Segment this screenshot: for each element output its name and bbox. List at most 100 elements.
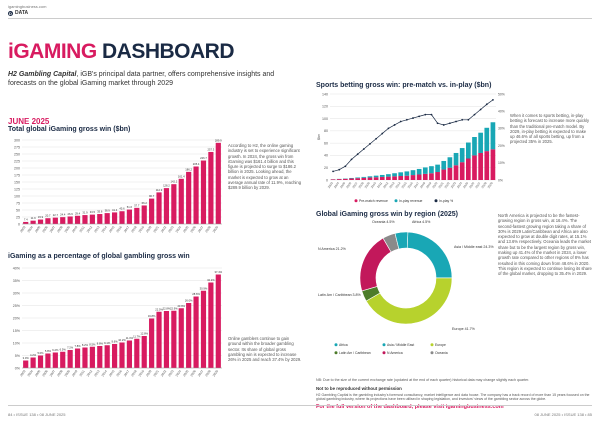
bar (126, 209, 132, 224)
line-point (387, 127, 390, 130)
gross-win-title: Total global iGaming gross win ($bn) (8, 126, 131, 133)
y-tick-label: 40% (13, 266, 21, 270)
bar (156, 311, 162, 368)
data-label: 9.1% (104, 341, 111, 345)
y-tick-label: 100 (14, 194, 20, 198)
y-tick-label: 100 (322, 117, 328, 121)
data-label: 22.5% (155, 307, 163, 311)
bar (119, 211, 125, 224)
bar-pre-match (422, 173, 428, 180)
x-tick-label: 2025 (182, 225, 189, 233)
data-label: 22.8% (163, 307, 171, 311)
bar (156, 192, 162, 224)
legend-label: Oceania (435, 351, 448, 355)
bar (112, 212, 118, 224)
data-label: 289.9 (215, 138, 222, 142)
bar (178, 178, 184, 224)
intro-rest: , iGB's principal data partner, offers c… (8, 71, 275, 87)
data-label: 11.7% (133, 334, 141, 338)
x-tick-label: 2028 (204, 369, 211, 377)
full-version-link[interactable]: For the full version of the dashboard, p… (316, 404, 504, 410)
not-reproduced: Not to be reproduced without permission (316, 386, 402, 391)
x-tick-label: 2029 (212, 369, 219, 377)
x-tick-label: 2020 (145, 225, 152, 233)
legend-label: Pre-match revenue (359, 199, 388, 203)
line-point (448, 122, 451, 125)
bar (171, 310, 177, 368)
y-tick-label: 50 (16, 208, 20, 212)
bar-pre-match (435, 172, 440, 180)
bar-pre-match (349, 178, 354, 180)
x-tick-label: 2027 (197, 225, 204, 233)
bar (104, 213, 110, 224)
x-tick-label: 2027 (474, 181, 481, 189)
bar (37, 355, 44, 368)
bar-in-play (441, 160, 447, 170)
x-tick-label: 2003 (19, 369, 26, 377)
x-tick-label: 2021 (153, 369, 160, 377)
x-tick-label: 2009 (364, 181, 371, 189)
y-tick-label: 0 (326, 178, 328, 182)
y-tick-label: 5% (15, 354, 21, 358)
line-point (369, 142, 371, 145)
data-label: 45.6 (119, 207, 125, 211)
data-label: 4.2% (30, 353, 37, 357)
bar-in-play (379, 174, 385, 177)
bar (208, 151, 214, 224)
data-label: 26.9 (68, 212, 74, 216)
y2-tick-label: 50% (498, 92, 505, 96)
bar-pre-match (398, 176, 404, 180)
x-tick-label: 2014 (101, 225, 108, 233)
line-point (473, 113, 476, 116)
bar-pre-match (386, 176, 391, 180)
y2-tick-label: 40% (498, 110, 505, 114)
footnote: NB: Due to the size of the current excha… (316, 378, 530, 382)
pie-slice (359, 237, 392, 292)
region-note: North America is projected to be the fas… (498, 213, 592, 277)
y-tick-label: 20% (13, 316, 21, 320)
data-label: 33.5 (90, 210, 96, 214)
intro-text: H2 Gambling Capital, iGB's principal dat… (8, 71, 298, 88)
bar (74, 215, 81, 224)
bar (200, 290, 207, 368)
x-tick-label: 2005 (339, 181, 346, 189)
bar (45, 353, 51, 368)
bar (30, 220, 36, 224)
x-tick-label: 2018 (130, 369, 137, 377)
pie-slice (365, 277, 453, 325)
y-tick-label: 150 (14, 180, 20, 184)
y2-tick-label: 10% (498, 161, 505, 165)
x-tick-label: 2013 (93, 369, 100, 377)
x-tick-label: 2026 (190, 225, 197, 233)
bar (89, 346, 95, 368)
bar (208, 282, 214, 368)
line-point (381, 132, 384, 135)
data-label: 7.2% (67, 346, 74, 350)
x-tick-label: 2016 (115, 369, 122, 377)
bar-in-play (392, 173, 397, 177)
x-tick-label: 2020 (431, 181, 438, 189)
x-tick-label: 2012 (382, 181, 389, 189)
x-tick-label: 2018 (419, 181, 426, 189)
x-tick-label: 2028 (480, 181, 487, 189)
bar (200, 160, 207, 224)
x-tick-label: 2019 (425, 181, 432, 189)
bar-pre-match (484, 151, 490, 180)
section-label: D DATA (8, 10, 28, 16)
line-point (393, 124, 396, 126)
data-label: 10.2% (118, 338, 126, 342)
bar-pre-match (330, 179, 336, 180)
data-label: 41.4 (112, 208, 118, 212)
bar-pre-match (373, 177, 379, 180)
bar-pre-match (355, 178, 361, 180)
data-label: 112.9 (156, 188, 163, 192)
x-tick-label: 2026 (190, 369, 197, 377)
x-tick-label: 2025 (462, 181, 469, 189)
x-tick-label: 2023 (167, 225, 174, 233)
line-point (399, 120, 402, 123)
x-tick-label: 2017 (123, 225, 130, 233)
line-point (412, 117, 414, 119)
percentage-title: iGaming as a percentage of global gambli… (8, 253, 190, 260)
data-icon: D (8, 10, 13, 16)
x-tick-label: 2015 (108, 369, 115, 377)
